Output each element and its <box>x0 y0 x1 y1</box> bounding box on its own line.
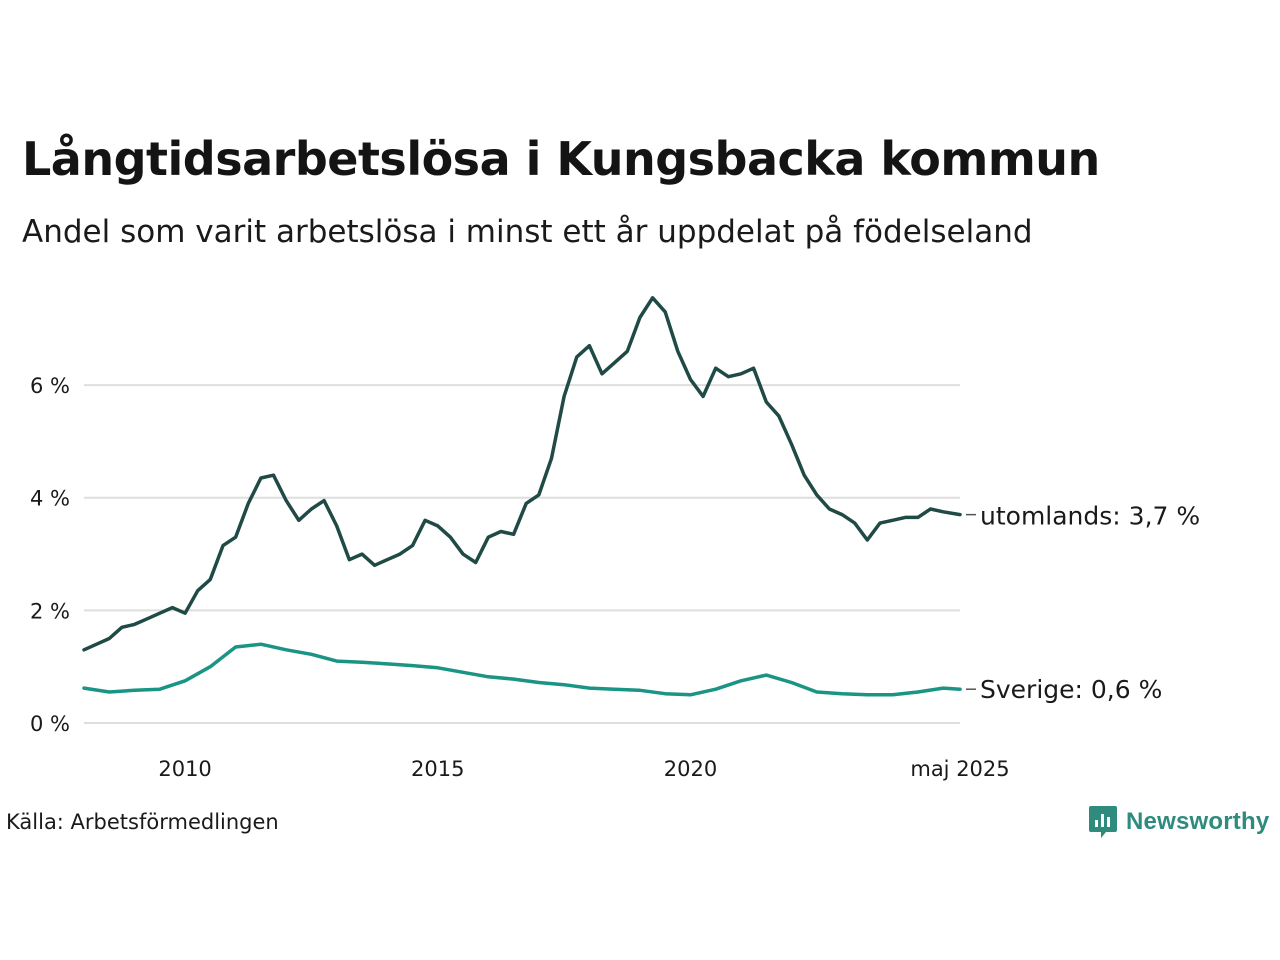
y-tick-label: 6 % <box>30 374 70 398</box>
brand-logo: Newsworthy <box>1088 804 1269 840</box>
y-tick-label: 2 % <box>30 599 70 623</box>
page-subtitle: Andel som varit arbetslösa i minst ett å… <box>22 214 1033 250</box>
line-chart: 0 % 2 % 4 % 6 % 2010 2015 2020 maj 2025 utomla… <box>30 296 1200 781</box>
y-axis-ticks: 0 % 2 % 4 % 6 % <box>30 374 70 736</box>
y-tick-label: 4 % <box>30 487 70 511</box>
series-end-label: utomlands: 3,7 % <box>980 502 1200 531</box>
series-end-labels: utomlands: 3,7 % Sverige: 0,6 % <box>966 502 1200 704</box>
source-note: Källa: Arbetsförmedlingen <box>6 810 279 834</box>
x-tick-label: 2020 <box>664 757 717 781</box>
series-line-utomlands <box>82 296 962 652</box>
x-axis-ticks: 2010 2015 2020 maj 2025 <box>158 757 1009 781</box>
page-title: Långtidsarbetslösa i Kungsbacka kommun <box>22 132 1100 186</box>
x-tick-label: 2015 <box>411 757 464 781</box>
grid-lines <box>84 384 960 724</box>
series-end-label: Sverige: 0,6 % <box>980 675 1162 704</box>
y-tick-label: 0 % <box>30 712 70 736</box>
newsworthy-logo-icon <box>1089 806 1117 838</box>
x-tick-label: maj 2025 <box>910 757 1009 781</box>
series-line-sverige <box>82 642 962 697</box>
brand-name: Newsworthy <box>1126 808 1270 835</box>
series-lines <box>82 296 962 697</box>
x-tick-label: 2010 <box>158 757 211 781</box>
